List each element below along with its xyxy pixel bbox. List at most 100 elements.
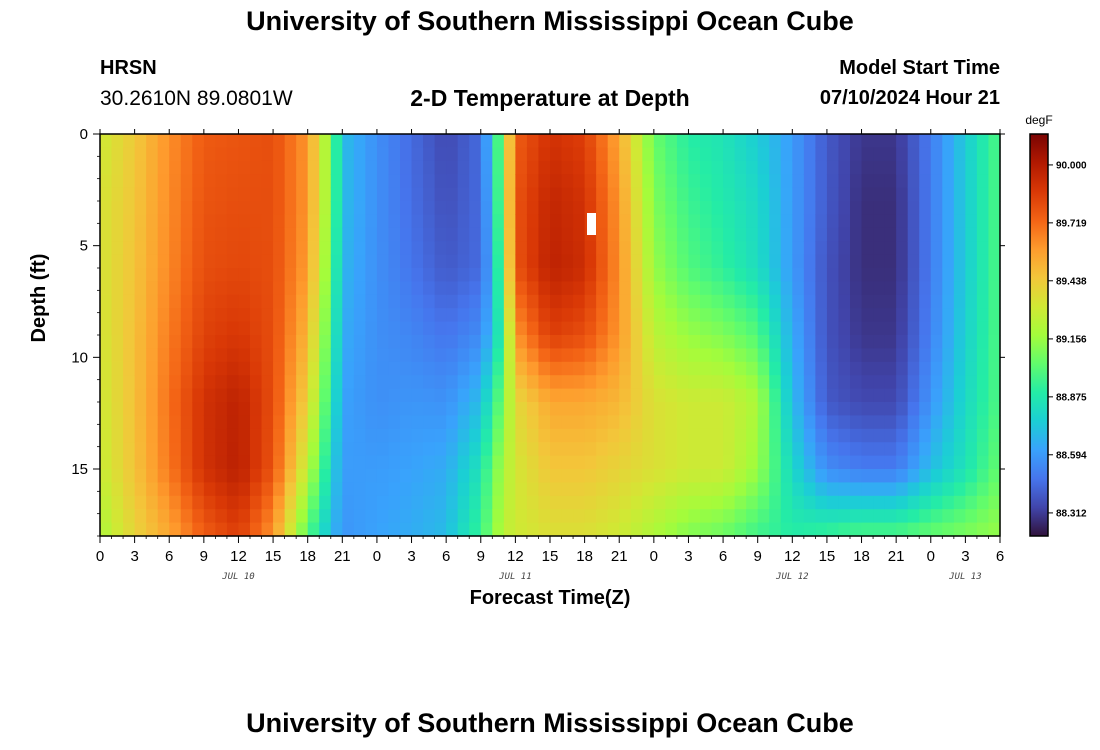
x-tick-label: 12 bbox=[784, 548, 801, 565]
heatmap-cell bbox=[896, 469, 909, 483]
heatmap-cell bbox=[434, 375, 447, 390]
heatmap-cell bbox=[676, 214, 690, 229]
heatmap-cell bbox=[665, 348, 678, 363]
heatmap-cell bbox=[792, 308, 805, 323]
heatmap-cell bbox=[250, 455, 263, 470]
heatmap-cell bbox=[711, 308, 724, 323]
heatmap-cell bbox=[376, 415, 390, 430]
heatmap-cell bbox=[550, 455, 563, 470]
heatmap-cell bbox=[803, 227, 816, 242]
heatmap-cell bbox=[134, 281, 147, 296]
heatmap-cell bbox=[723, 268, 736, 282]
heatmap-cell bbox=[319, 415, 332, 430]
heatmap-cell bbox=[284, 294, 297, 309]
heatmap-cell bbox=[226, 455, 240, 470]
heatmap-cell bbox=[400, 469, 413, 483]
heatmap-cell bbox=[180, 281, 193, 296]
heatmap-cell bbox=[746, 361, 759, 376]
heatmap-cell bbox=[480, 254, 493, 269]
heatmap-cell bbox=[446, 442, 459, 457]
heatmap-cell bbox=[723, 241, 736, 256]
heatmap-cell bbox=[538, 241, 551, 256]
heatmap-cell bbox=[226, 509, 240, 524]
heatmap-cell bbox=[307, 134, 320, 148]
x-axis-label: Forecast Time(Z) bbox=[470, 587, 631, 609]
heatmap-cell bbox=[423, 134, 436, 148]
heatmap-cell bbox=[688, 160, 701, 175]
heatmap-cell bbox=[146, 415, 159, 430]
heatmap-cell bbox=[296, 281, 309, 296]
heatmap-cell bbox=[446, 281, 459, 296]
heatmap-cell bbox=[930, 254, 943, 269]
heatmap-cell bbox=[180, 187, 193, 202]
heatmap-cell bbox=[169, 254, 182, 269]
heatmap-cell bbox=[953, 308, 966, 323]
heatmap-cell bbox=[561, 321, 574, 336]
heatmap-cell bbox=[123, 348, 136, 363]
heatmap-cell bbox=[896, 361, 909, 376]
heatmap-cell bbox=[480, 495, 493, 510]
heatmap-cell bbox=[550, 160, 563, 175]
x-tick-label: 21 bbox=[334, 548, 351, 565]
heatmap-cell bbox=[803, 402, 816, 416]
heatmap-cell bbox=[815, 375, 828, 390]
heatmap-cell bbox=[769, 147, 782, 162]
heatmap-cell bbox=[342, 254, 355, 269]
heatmap-cell bbox=[723, 321, 736, 336]
heatmap-cell bbox=[319, 227, 332, 242]
heatmap-cell bbox=[411, 268, 424, 282]
heatmap-cell bbox=[884, 522, 897, 537]
heatmap-cell bbox=[642, 147, 655, 162]
heatmap-cell bbox=[515, 442, 528, 457]
heatmap-cell bbox=[296, 442, 309, 457]
heatmap-cell bbox=[792, 348, 805, 363]
heatmap-cell bbox=[238, 254, 251, 269]
heatmap-cell bbox=[907, 147, 920, 162]
heatmap-cell bbox=[919, 388, 932, 403]
heatmap-cell bbox=[700, 415, 713, 430]
heatmap-cell bbox=[942, 294, 955, 309]
heatmap-cell bbox=[342, 268, 355, 282]
heatmap-cell bbox=[573, 134, 586, 148]
heatmap-cell bbox=[238, 308, 251, 323]
heatmap-cell bbox=[226, 388, 240, 403]
heatmap-cell bbox=[215, 415, 228, 430]
heatmap-cell bbox=[665, 268, 678, 282]
heatmap-cell bbox=[146, 388, 159, 403]
heatmap-cell bbox=[757, 294, 770, 309]
heatmap-cell bbox=[250, 308, 263, 323]
heatmap-cell bbox=[665, 361, 678, 376]
heatmap-cell bbox=[930, 174, 943, 189]
heatmap-cell bbox=[365, 335, 378, 349]
heatmap-cell bbox=[365, 415, 378, 430]
heatmap-cell bbox=[930, 227, 943, 242]
heatmap-cell bbox=[388, 482, 401, 497]
heatmap-cell bbox=[930, 361, 943, 376]
heatmap-cell bbox=[296, 335, 309, 349]
colorbar-tick-label: 88.312 bbox=[1056, 508, 1087, 519]
heatmap-cell bbox=[100, 134, 113, 148]
heatmap-cell bbox=[446, 227, 459, 242]
heatmap-cell bbox=[238, 428, 251, 443]
heatmap-cell bbox=[653, 227, 666, 242]
heatmap-cell bbox=[123, 147, 136, 162]
heatmap-cell bbox=[526, 335, 540, 349]
x-tick-label: 18 bbox=[576, 548, 593, 565]
heatmap-cell bbox=[780, 522, 793, 537]
heatmap-cell bbox=[838, 201, 851, 215]
heatmap-cell bbox=[203, 254, 216, 269]
heatmap-cell bbox=[653, 388, 666, 403]
heatmap-cell bbox=[434, 214, 447, 229]
heatmap-cell bbox=[919, 201, 932, 215]
heatmap-cell bbox=[330, 335, 343, 349]
heatmap-cell bbox=[376, 294, 390, 309]
heatmap-cell bbox=[734, 348, 747, 363]
heatmap-cell bbox=[492, 455, 505, 470]
heatmap-cell bbox=[953, 375, 966, 390]
heatmap-cell bbox=[976, 241, 990, 256]
heatmap-cell bbox=[250, 227, 263, 242]
heatmap-cell bbox=[930, 522, 943, 537]
heatmap-cell bbox=[700, 348, 713, 363]
heatmap-cell bbox=[861, 254, 874, 269]
